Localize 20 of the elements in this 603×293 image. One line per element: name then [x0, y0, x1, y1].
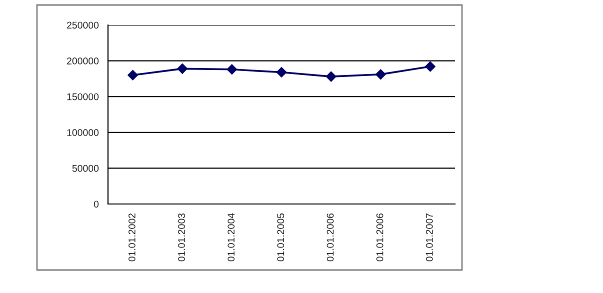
y-tick-label: 50000 [72, 164, 99, 172]
point [226, 64, 238, 75]
point [326, 71, 336, 82]
y-tick-label: 150000 [67, 93, 99, 100]
y-tick-label: 0 [94, 200, 99, 208]
x-tick-label: 01.01.2006 [326, 213, 334, 262]
x-tick-label: 01.01.2004 [228, 213, 235, 262]
x-tick-label: 01.01.2006 [376, 213, 384, 262]
x-tick-label: 01.01.2002 [128, 214, 136, 262]
x-tick-label: 01.01.2007 [426, 214, 433, 262]
y-tick-label: 100000 [67, 129, 99, 136]
x-tick-label: 01.01.2005 [277, 213, 284, 262]
point [425, 61, 436, 72]
point [376, 69, 386, 80]
x-tick-label: 01.01.2003 [178, 213, 185, 262]
y-tick-label: 200000 [67, 58, 99, 64]
point [177, 64, 188, 74]
y-tick-label: 250000 [67, 22, 99, 29]
point [128, 70, 138, 80]
point [276, 67, 287, 78]
